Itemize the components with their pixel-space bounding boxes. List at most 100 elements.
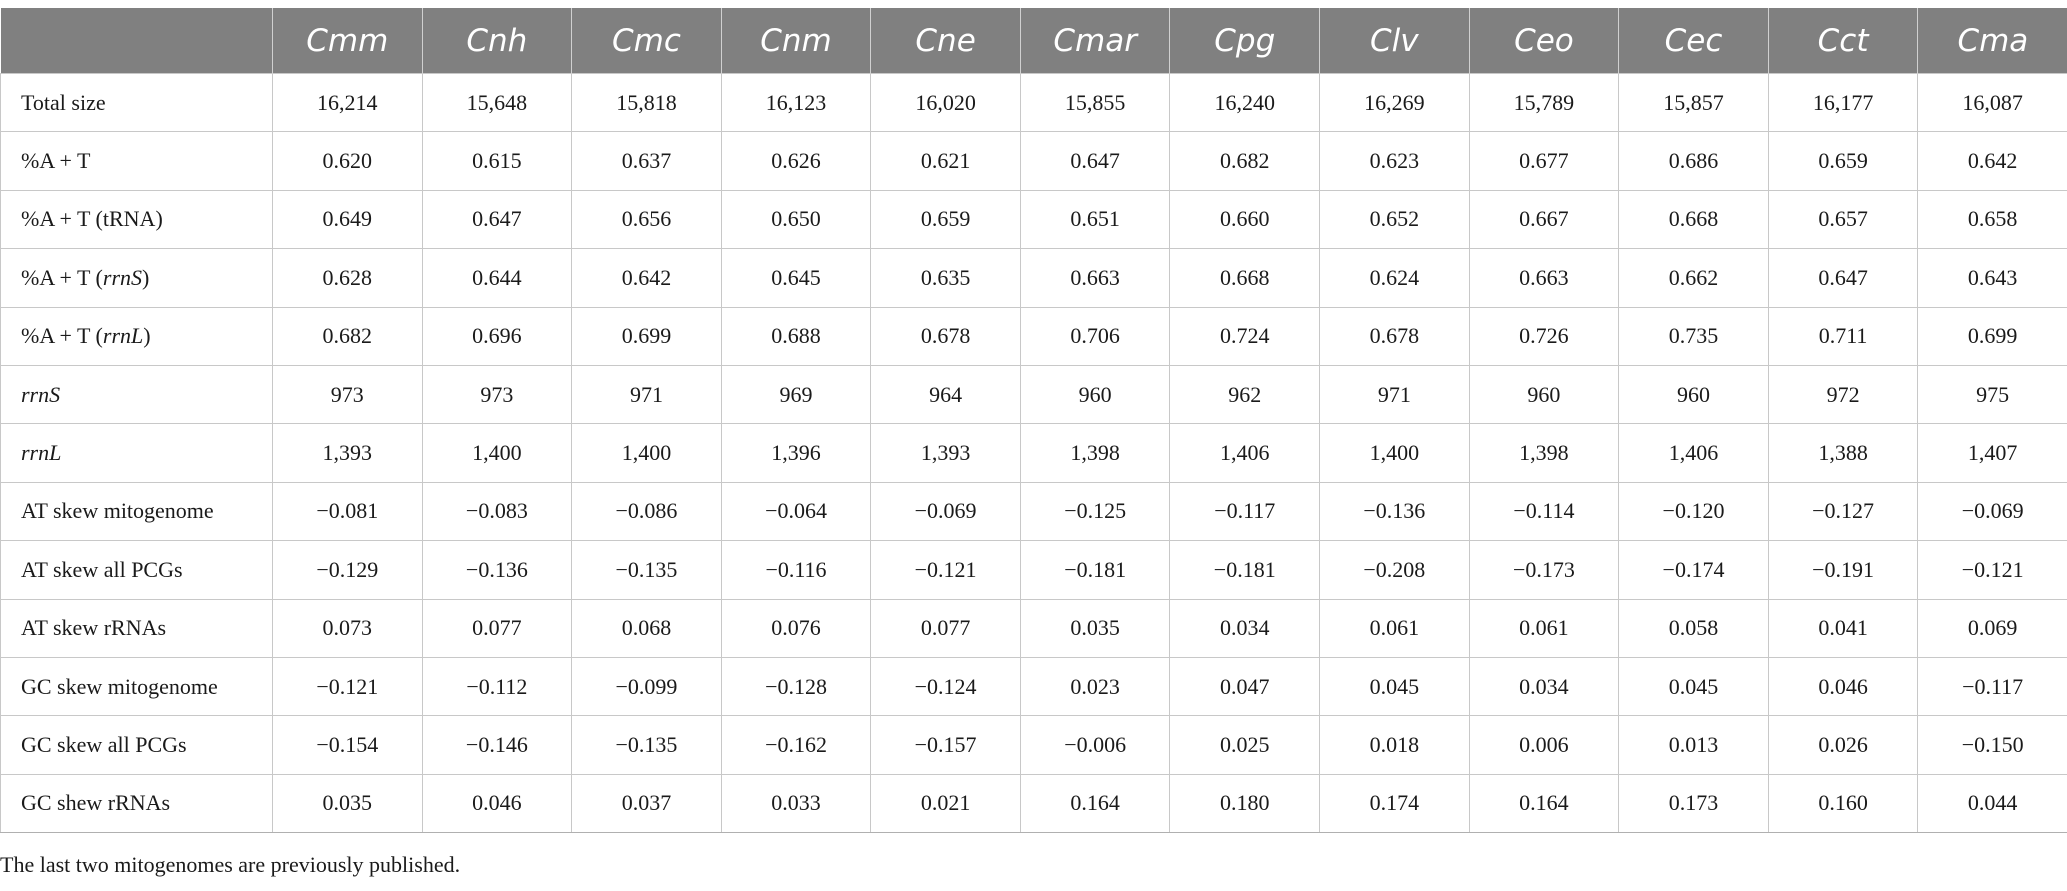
- table-header: Cmm Cnh Cmc Cnm Cne Cmar Cpg Clv Ceo Cec Cct Cma: [0, 8, 2067, 74]
- table-cell: 0.642: [571, 248, 722, 308]
- table-cell: 960: [1468, 364, 1620, 425]
- table-cell: 0.061: [1319, 598, 1470, 658]
- row-label-pre-text: %A + T: [21, 148, 91, 174]
- table-cell: −0.069: [870, 481, 1021, 542]
- table-cell: −0.112: [421, 656, 573, 717]
- column-header: Cne: [870, 8, 1021, 74]
- row-label: AT skew all PCGs: [0, 540, 273, 600]
- column-header: Clv: [1319, 8, 1470, 74]
- row-label-pre-text: %A + T (tRNA): [21, 206, 163, 232]
- table-row: rrnS 973 973 971 969 964 960 962 971 960 960 972 975: [0, 364, 2067, 425]
- table-cell: 0.068: [571, 598, 722, 658]
- table-body: Total size 16,214 15,648 15,818 16,123 16,020…: [0, 72, 2067, 834]
- table-cell: 0.623: [1319, 131, 1470, 191]
- table-cell: 0.046: [421, 773, 573, 834]
- table-cell: 960: [1019, 364, 1171, 425]
- table-cell: 0.077: [870, 598, 1021, 658]
- column-header: Cma: [1917, 8, 2067, 74]
- table-cell: 1,400: [421, 423, 573, 483]
- table-cell: 0.023: [1019, 656, 1171, 717]
- row-label: rrnS: [0, 364, 273, 425]
- table-cell: 971: [1319, 364, 1470, 425]
- column-header: Cmar: [1019, 8, 1170, 74]
- table-cell: 15,648: [421, 72, 573, 133]
- row-label-post-text: ): [143, 323, 151, 349]
- table-cell: 0.076: [720, 598, 872, 658]
- table-cell: 0.061: [1468, 598, 1620, 658]
- table-cell: 16,269: [1319, 72, 1470, 133]
- table-cell: 0.073: [272, 598, 423, 658]
- table-cell: 0.726: [1468, 306, 1620, 366]
- table-cell: 0.642: [1917, 131, 2067, 191]
- table-cell: −0.128: [720, 656, 872, 717]
- table-cell: 0.041: [1767, 598, 1919, 658]
- table-cell: 0.058: [1618, 598, 1769, 658]
- table-cell: 1,396: [720, 423, 872, 483]
- table-cell: 1,406: [1618, 423, 1769, 483]
- table-cell: 0.656: [571, 189, 722, 250]
- table-cell: 0.735: [1618, 306, 1769, 366]
- table-cell: −0.069: [1917, 481, 2067, 542]
- table-cell: 969: [720, 364, 872, 425]
- table-cell: 0.699: [571, 306, 722, 366]
- table-cell: 0.624: [1319, 248, 1470, 308]
- row-label-pre-text: AT skew rRNAs: [21, 615, 167, 641]
- table-cell: 1,406: [1169, 423, 1321, 483]
- table-cell: −0.150: [1917, 715, 2067, 775]
- table-cell: −0.120: [1618, 481, 1769, 542]
- table-cell: 0.644: [421, 248, 573, 308]
- table-cell: 0.620: [272, 131, 423, 191]
- table-row: AT skew all PCGs −0.129 −0.136 −0.135 −0.116…: [0, 540, 2067, 600]
- row-label: AT skew rRNAs: [0, 598, 273, 658]
- table-cell: −0.129: [272, 540, 423, 600]
- table-cell: 0.682: [1169, 131, 1321, 191]
- table-cell: 0.637: [571, 131, 722, 191]
- table-footnote: The last two mitogenomes are previously …: [0, 852, 461, 877]
- table-cell: 0.662: [1618, 248, 1769, 308]
- table-cell: 0.033: [720, 773, 872, 834]
- table-cell: 15,818: [571, 72, 722, 133]
- table-cell: 0.046: [1767, 656, 1919, 717]
- table-cell: 15,789: [1468, 72, 1620, 133]
- table-cell: 0.045: [1618, 656, 1769, 717]
- table-cell: 0.628: [272, 248, 423, 308]
- table-cell: −0.162: [720, 715, 872, 775]
- table-cell: 16,214: [272, 72, 423, 133]
- table-cell: 0.699: [1917, 306, 2067, 366]
- table-cell: 0.658: [1917, 189, 2067, 250]
- table-cell: −0.117: [1917, 656, 2067, 717]
- table-row: GC skew all PCGs −0.154 −0.146 −0.135 −0.162…: [0, 715, 2067, 775]
- row-label-pre-text: GC skew mitogenome: [21, 673, 218, 699]
- column-header: Cpg: [1169, 8, 1320, 74]
- table-cell: 972: [1767, 364, 1919, 425]
- table-cell: 0.651: [1019, 189, 1171, 250]
- column-header: Cnm: [720, 8, 871, 74]
- table-cell: 16,087: [1917, 72, 2067, 133]
- table-cell: −0.117: [1169, 481, 1321, 542]
- row-label: %A + T (tRNA): [0, 189, 273, 250]
- table-cell: −0.099: [571, 656, 722, 717]
- table-cell: 0.044: [1917, 773, 2067, 834]
- column-header: Cnh: [421, 8, 572, 74]
- table-cell: 0.173: [1618, 773, 1769, 834]
- column-header: Cmc: [571, 8, 722, 74]
- table-cell: 0.649: [272, 189, 423, 250]
- column-header: Ceo: [1468, 8, 1619, 74]
- table-cell: −0.114: [1468, 481, 1620, 542]
- table-cell: 0.696: [421, 306, 573, 366]
- table-cell: 16,020: [870, 72, 1021, 133]
- table-cell: 0.034: [1169, 598, 1321, 658]
- table-cell: 0.686: [1618, 131, 1769, 191]
- column-header: Cmm: [272, 8, 423, 74]
- row-label-post-text: ): [142, 264, 150, 290]
- row-label: %A + T (rrnL): [0, 306, 273, 366]
- table-cell: 960: [1618, 364, 1769, 425]
- table-cell: 0.626: [720, 131, 872, 191]
- table-cell: −0.208: [1319, 540, 1470, 600]
- table-cell: −0.174: [1618, 540, 1769, 600]
- table-row: AT skew rRNAs 0.073 0.077 0.068 0.076 0.077 0.…: [0, 598, 2067, 658]
- table-cell: 1,400: [1319, 423, 1470, 483]
- table-cell: 0.647: [1767, 248, 1919, 308]
- row-label: Total size: [0, 72, 273, 133]
- table-cell: 0.021: [870, 773, 1021, 834]
